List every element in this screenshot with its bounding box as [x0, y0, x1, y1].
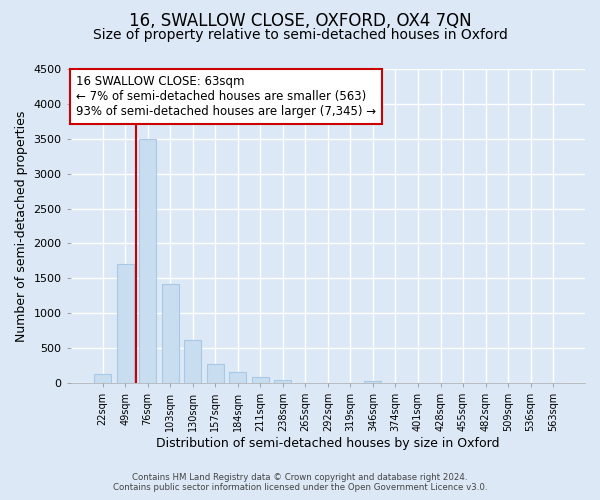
Text: Size of property relative to semi-detached houses in Oxford: Size of property relative to semi-detach… — [92, 28, 508, 42]
Bar — [274, 380, 291, 383]
Y-axis label: Number of semi-detached properties: Number of semi-detached properties — [15, 110, 28, 342]
Text: Contains HM Land Registry data © Crown copyright and database right 2024.
Contai: Contains HM Land Registry data © Crown c… — [113, 473, 487, 492]
Bar — [184, 340, 201, 383]
X-axis label: Distribution of semi-detached houses by size in Oxford: Distribution of semi-detached houses by … — [156, 437, 500, 450]
Bar — [364, 380, 382, 383]
Bar — [252, 377, 269, 383]
Bar — [207, 364, 224, 383]
Bar — [116, 264, 134, 383]
Bar — [161, 284, 179, 383]
Text: 16 SWALLOW CLOSE: 63sqm
← 7% of semi-detached houses are smaller (563)
93% of se: 16 SWALLOW CLOSE: 63sqm ← 7% of semi-det… — [76, 76, 376, 118]
Bar — [229, 372, 246, 383]
Text: 16, SWALLOW CLOSE, OXFORD, OX4 7QN: 16, SWALLOW CLOSE, OXFORD, OX4 7QN — [128, 12, 472, 30]
Bar — [94, 374, 111, 383]
Bar — [139, 139, 156, 383]
